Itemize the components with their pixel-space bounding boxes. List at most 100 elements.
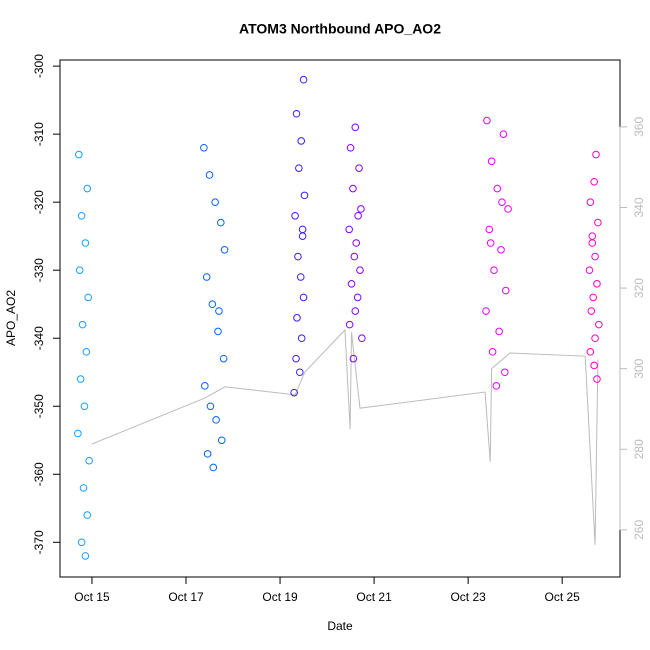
- point: [219, 354, 228, 363]
- point: [212, 416, 220, 424]
- point: [590, 361, 598, 370]
- point: [486, 239, 495, 247]
- point: [345, 320, 354, 329]
- point: [497, 245, 505, 254]
- point: [501, 286, 510, 295]
- point: [495, 327, 503, 336]
- point: [295, 368, 304, 377]
- point: [595, 320, 603, 329]
- point: [347, 280, 356, 288]
- point: [292, 109, 301, 118]
- point: [501, 368, 509, 377]
- point: [83, 184, 92, 193]
- point: [75, 150, 83, 159]
- point: [80, 402, 89, 411]
- point: [203, 450, 212, 458]
- point: [586, 348, 595, 356]
- point: [585, 266, 594, 275]
- point: [77, 538, 86, 547]
- x-tick-label: Oct 23: [450, 590, 486, 604]
- point: [294, 252, 302, 261]
- point: [77, 211, 86, 220]
- point: [291, 211, 299, 220]
- y-tick-label: -370: [32, 530, 46, 554]
- point: [220, 245, 229, 254]
- point: [201, 382, 209, 390]
- y-tick-label: -300: [32, 54, 46, 78]
- y-tick-label: -340: [32, 326, 46, 350]
- x-tick-label: Oct 25: [544, 590, 580, 604]
- point: [356, 266, 364, 275]
- point: [352, 239, 361, 247]
- point: [588, 239, 597, 247]
- point: [357, 205, 365, 213]
- point: [200, 143, 208, 152]
- point: [355, 164, 363, 172]
- y-tick-label: -330: [32, 258, 46, 282]
- point: [211, 198, 219, 206]
- y2-tick-label: 300: [632, 358, 646, 378]
- trend-line: [91, 328, 599, 545]
- point: [351, 307, 360, 315]
- point: [592, 150, 600, 159]
- point: [345, 225, 353, 234]
- point: [206, 402, 215, 411]
- point: [590, 177, 598, 186]
- point: [209, 463, 218, 472]
- point: [349, 184, 357, 193]
- point: [487, 157, 496, 166]
- point: [482, 307, 490, 315]
- point: [208, 300, 217, 309]
- point: [351, 123, 360, 132]
- point: [75, 266, 84, 275]
- point: [84, 293, 93, 302]
- point: [295, 164, 303, 172]
- point: [358, 334, 366, 343]
- x-tick-label: Oct 21: [356, 590, 392, 604]
- point: [290, 388, 298, 397]
- y-tick-label: -310: [32, 122, 46, 146]
- point: [76, 375, 85, 383]
- point: [296, 273, 305, 281]
- point: [214, 327, 222, 336]
- point: [202, 273, 211, 281]
- point: [292, 354, 300, 363]
- point: [593, 375, 601, 383]
- plot-frame: [59, 59, 621, 578]
- point: [300, 191, 309, 200]
- y-tick-label: -320: [32, 190, 46, 214]
- point: [297, 137, 306, 145]
- point: [83, 511, 92, 519]
- y2-tick-label: 340: [632, 197, 646, 217]
- point: [205, 171, 214, 179]
- point: [349, 354, 358, 363]
- point: [499, 130, 508, 138]
- point: [78, 320, 87, 329]
- x-tick-label: Oct 19: [262, 590, 298, 604]
- y-tick-label: -360: [32, 462, 46, 486]
- point: [493, 184, 502, 193]
- y-tick-label: -350: [32, 394, 46, 418]
- point: [587, 307, 596, 315]
- point: [81, 552, 90, 560]
- x-tick-label: Oct 17: [168, 590, 204, 604]
- point: [346, 143, 355, 152]
- point: [85, 456, 93, 465]
- point: [293, 314, 301, 322]
- point: [591, 334, 599, 343]
- point: [589, 293, 597, 302]
- y2-tick-label: 280: [632, 439, 646, 459]
- chart-title: ATOM3 Northbound APO_AO2: [239, 21, 441, 37]
- point: [74, 429, 82, 438]
- point: [350, 252, 359, 261]
- point: [485, 225, 494, 234]
- point: [298, 232, 307, 240]
- point: [492, 382, 501, 390]
- point: [215, 307, 223, 315]
- y-axis-label: APO_AO2: [4, 290, 18, 346]
- point: [79, 484, 88, 492]
- point: [490, 266, 498, 275]
- point: [591, 252, 599, 261]
